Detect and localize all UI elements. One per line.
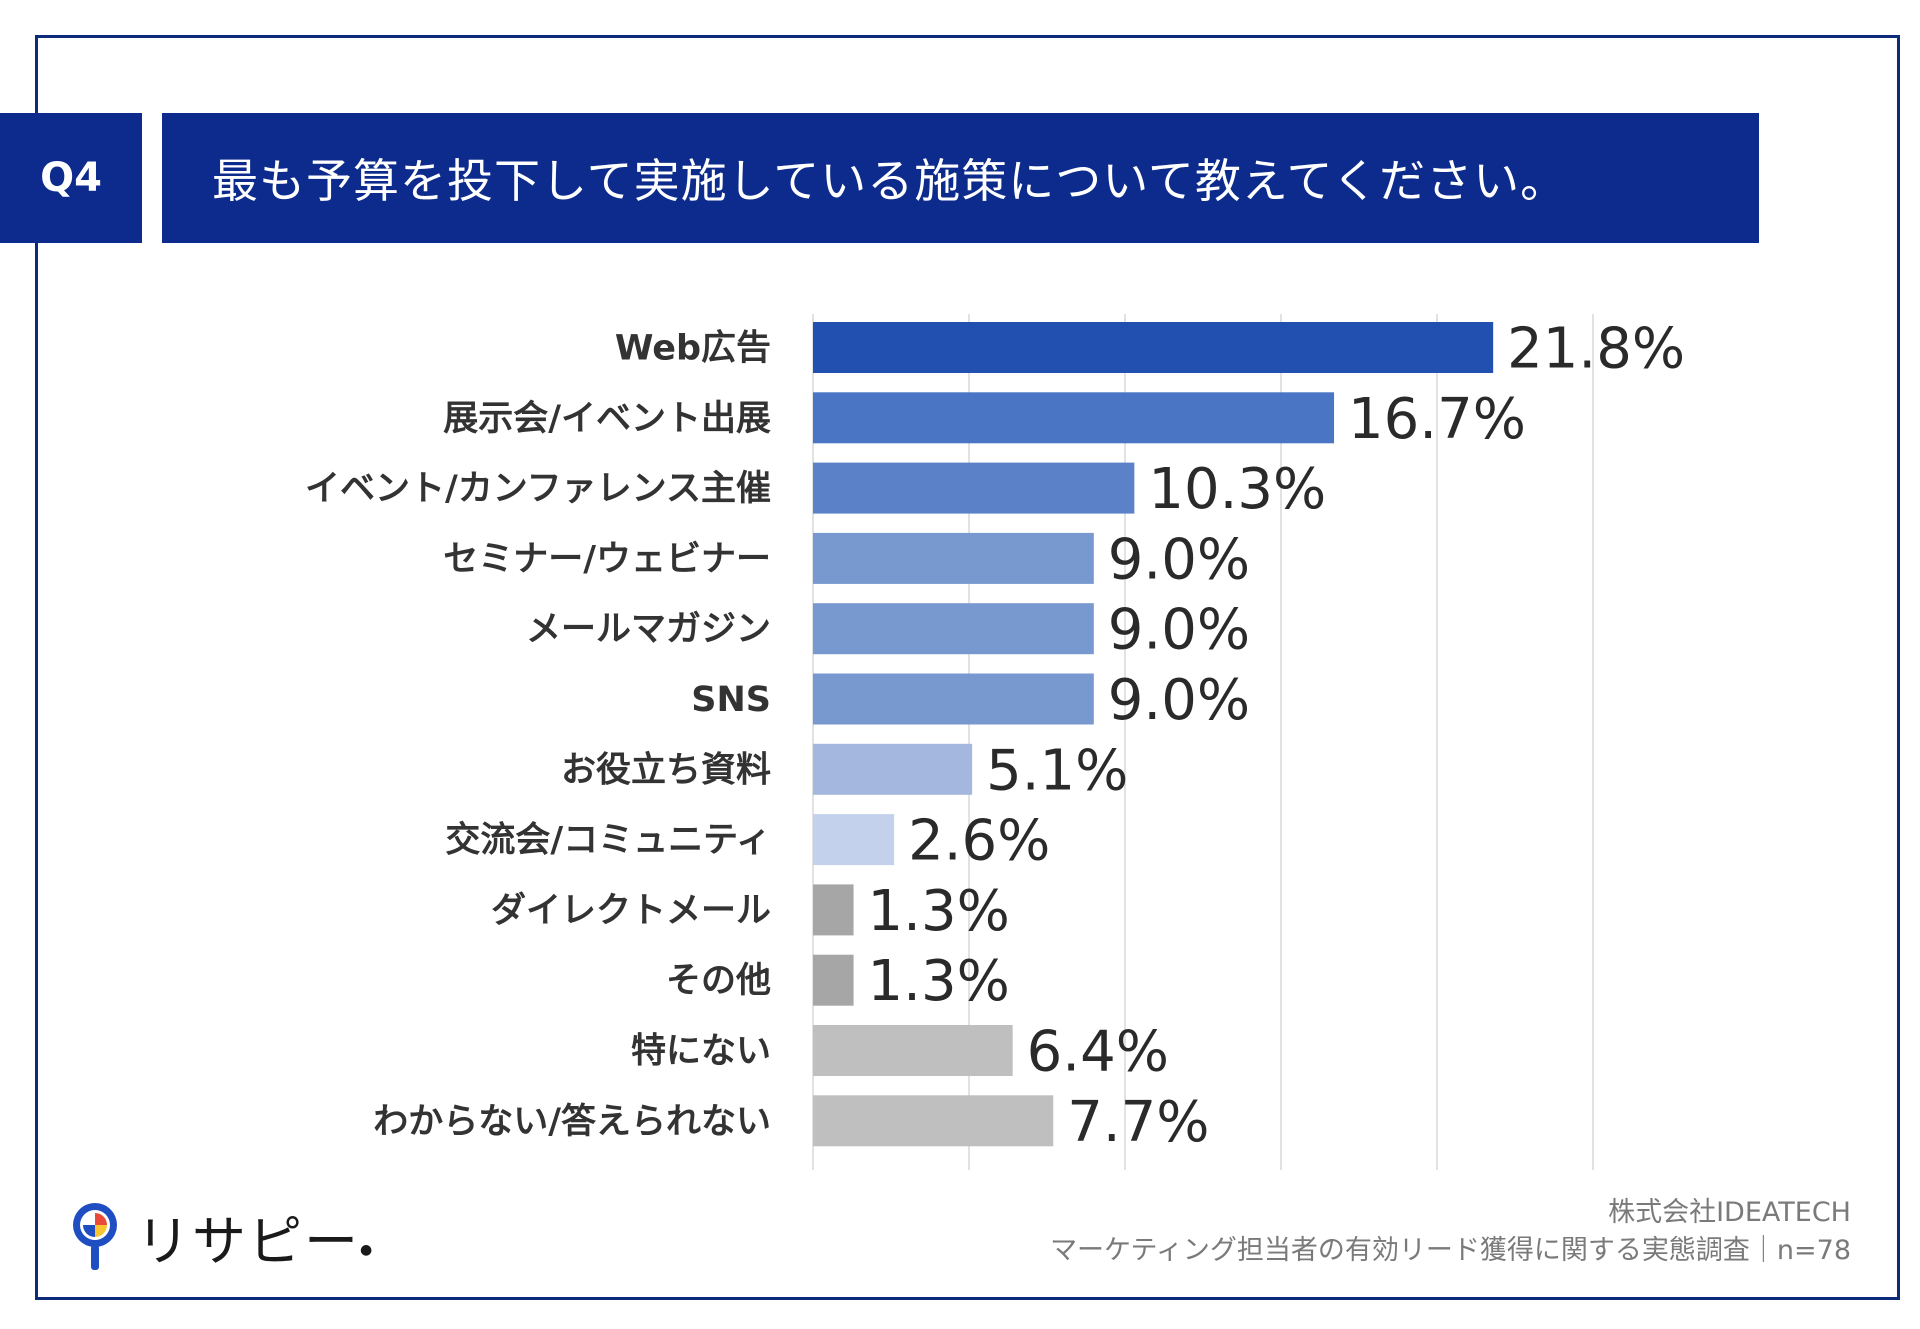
category-label: わからない/答えられない <box>373 1102 771 1142</box>
value-label: 1.3% <box>868 879 1010 944</box>
bar <box>813 954 854 1006</box>
value-label: 21.8% <box>1507 317 1685 382</box>
pin-logo-icon <box>73 1203 117 1270</box>
bar <box>813 743 973 795</box>
question-number: Q4 <box>0 113 142 243</box>
slide-frame <box>35 35 1900 1300</box>
bar <box>813 1095 1054 1147</box>
category-label: その他 <box>666 961 771 1001</box>
bar-chart: Web広告 21.8% 展示会/イベント出展 16.7% イベント/カンファレンス主催 1… <box>305 314 1685 1170</box>
value-label: 7.7% <box>1067 1090 1209 1155</box>
value-label: 10.3% <box>1148 457 1326 522</box>
bar <box>813 673 1094 725</box>
category-label: 交流会/コミュニティ <box>445 820 771 861</box>
bar <box>813 392 1335 444</box>
value-label: 5.1% <box>986 738 1128 803</box>
value-label: 6.4% <box>1027 1020 1169 1085</box>
value-label: 9.0% <box>1108 527 1250 592</box>
category-label: 特にない <box>631 1032 771 1072</box>
bar <box>813 814 895 866</box>
bar <box>813 1025 1013 1076</box>
bar <box>813 462 1135 514</box>
bar <box>813 532 1094 584</box>
credit: 株式会社IDEATECH マーケティング担当者の有効リード獲得に関する実態調査｜… <box>1050 1194 1851 1270</box>
question-title: 最も予算を投下して実施している施策について教えてください。 <box>162 113 1759 243</box>
value-label: 9.0% <box>1108 668 1250 733</box>
credit-company: 株式会社IDEATECH <box>1608 1197 1851 1228</box>
category-label: メールマガジン <box>526 610 771 650</box>
logo-text: リサピー <box>136 1209 360 1273</box>
bar <box>813 884 854 936</box>
value-label: 9.0% <box>1108 598 1250 663</box>
value-label: 1.3% <box>868 949 1010 1014</box>
bar <box>813 603 1094 655</box>
category-label: SNS <box>691 680 771 720</box>
category-label: Web広告 <box>615 329 771 369</box>
category-label: セミナー/ウェビナー <box>443 539 771 579</box>
value-label: 2.6% <box>908 809 1050 874</box>
category-label: イベント/カンファレンス主催 <box>305 469 771 509</box>
bar <box>813 322 1494 373</box>
category-label: 展示会/イベント出展 <box>443 399 771 439</box>
category-label: お役立ち資料 <box>561 750 771 790</box>
value-label: 16.7% <box>1348 387 1526 452</box>
logo: リサピー ● <box>68 1200 373 1273</box>
logo-dot: ● <box>360 1242 373 1258</box>
credit-survey: マーケティング担当者の有効リード獲得に関する実態調査｜n=78 <box>1050 1235 1851 1266</box>
category-label: ダイレクトメール <box>491 891 771 931</box>
